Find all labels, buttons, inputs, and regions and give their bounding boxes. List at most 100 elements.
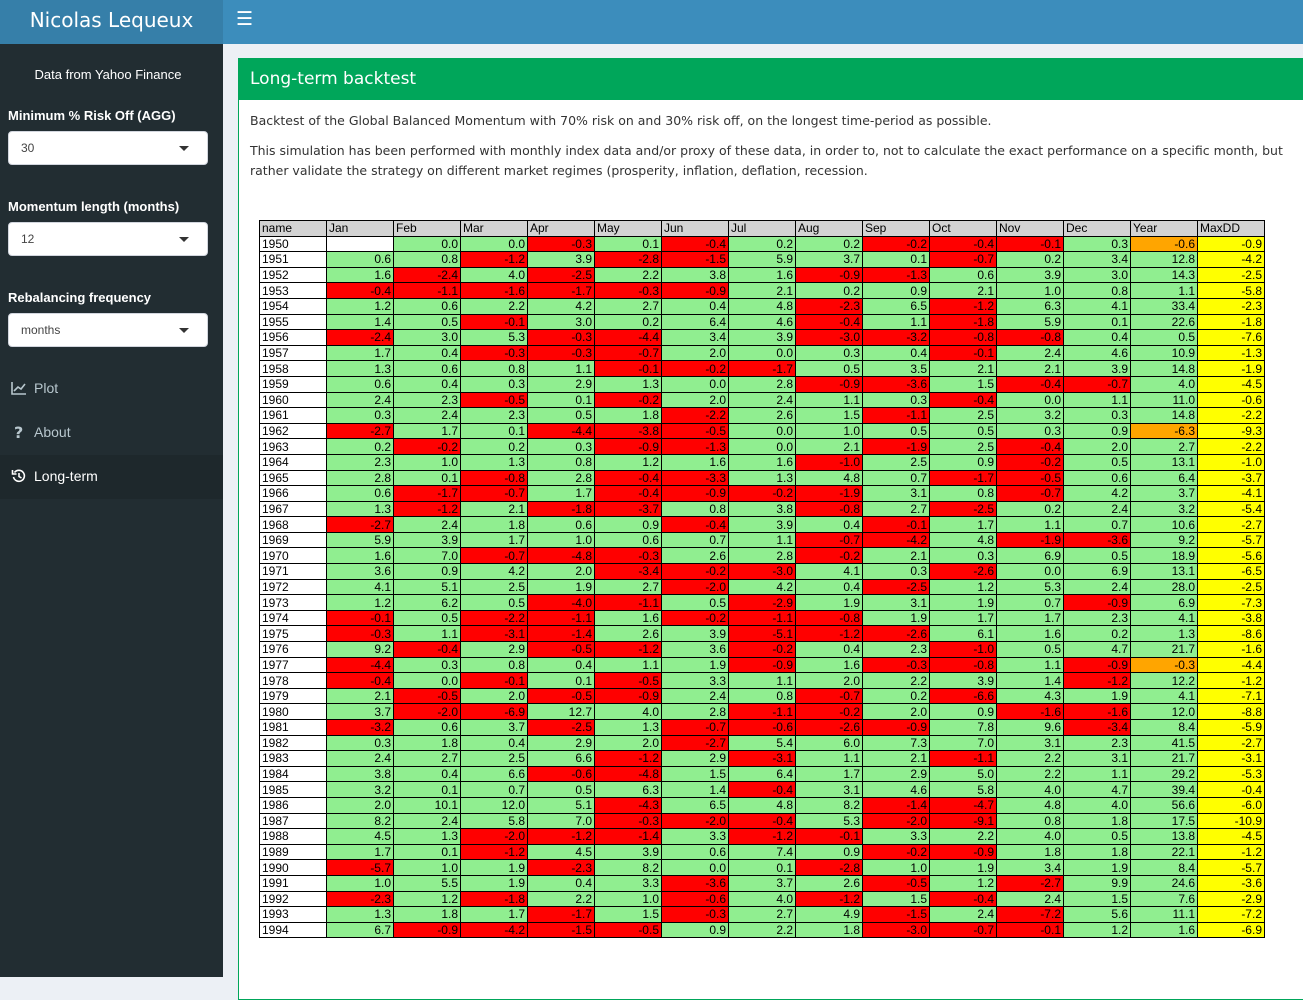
rebalancing-select[interactable]: months [8,313,208,347]
month-cell: 0.8 [996,812,1064,830]
column-header: Jun [661,220,729,237]
month-cell: -0.8 [795,609,863,627]
top-navbar: Nicolas Lequeux ☰ [0,0,1303,44]
month-cell: 4.5 [326,828,394,845]
menu-item-about[interactable]: ? About [0,411,223,455]
month-cell: 1.0 [594,890,662,908]
month-cell: -0.9 [862,719,930,736]
month-cell: 0.2 [728,235,796,253]
table-row: 1989 1.7 0.1 -1.2 4.5 3.9 0.6 7.4 0.9 -0.2 -0.9 1.8… [259,843,1265,861]
menu-item-plot[interactable]: Plot [0,367,223,411]
month-cell: -3.0 [862,921,930,939]
month-cell: 1.8 [393,906,461,923]
month-cell: 2.7 [594,297,662,315]
month-cell: -2.0 [393,703,461,720]
year-total-cell: 41.5 [1130,734,1198,752]
month-cell: 0.2 [996,500,1064,518]
month-cell: 2.2 [996,765,1064,783]
month-cell: 2.3 [460,407,528,424]
month-cell: 2.9 [661,750,729,767]
month-cell: 6.0 [795,734,863,752]
month-cell: -4.8 [594,765,662,783]
app-logo[interactable]: Nicolas Lequeux [0,0,223,44]
table-row: 1983 2.4 2.7 2.5 6.6 -1.2 2.9 -3.1 1.1 2.1 -1.1 2.2… [259,750,1265,767]
month-cell: 0.5 [1063,547,1131,565]
month-cell: -0.9 [594,438,662,455]
momentum-length-select[interactable]: 12 [8,222,208,256]
risk-off-select[interactable]: 30 [8,131,208,165]
table-row: 1981 -3.2 0.6 3.7 -2.5 1.3 -0.7 -0.6 -2.6 -0.9 7.8… [259,719,1265,736]
month-cell: 2.0 [460,687,528,705]
month-cell: 2.0 [326,796,394,814]
maxdd-cell: -1.2 [1197,672,1265,689]
month-cell: -3.0 [728,563,796,580]
year-cell: 1953 [259,282,327,299]
column-header: Aug [795,220,863,237]
table-row: 1963 0.2 -0.2 0.2 0.3 -0.9 -1.3 0.0 2.1 -1.9 2.5 -0… [259,438,1265,455]
month-cell: -1.2 [393,500,461,518]
menu-item-long-term[interactable]: Long-term [0,455,223,499]
month-cell: -1.2 [527,828,595,845]
month-cell: -0.4 [996,375,1064,393]
month-cell: 4.3 [996,687,1064,705]
month-cell: 2.4 [393,516,461,533]
column-header: Mar [460,220,528,237]
month-cell: 4.8 [728,796,796,814]
table-row: 1979 2.1 -0.5 2.0 -0.5 -0.9 2.4 0.8 -0.7 0.2 -6.6 4… [259,687,1265,705]
month-cell: -3.1 [728,750,796,767]
month-cell: 3.3 [862,828,930,845]
month-cell: 2.4 [1063,500,1131,518]
month-cell: 2.0 [661,344,729,362]
month-cell: -0.5 [862,874,930,892]
month-cell: 3.4 [1063,251,1131,268]
month-cell: -0.9 [661,485,729,502]
table-row: 1969 5.9 3.9 1.7 1.0 0.6 0.7 1.1 -0.7 -4.2 4.8 -1.9… [259,531,1265,549]
maxdd-cell: -4.1 [1197,485,1265,502]
maxdd-cell: -1.8 [1197,313,1265,331]
month-cell: 3.9 [661,625,729,643]
hamburger-icon[interactable]: ☰ [236,8,254,30]
table-row: 1956 -2.4 3.0 5.3 -0.3 -4.4 3.4 3.9 -3.0 -3.2 -0.8… [259,329,1265,346]
month-cell: -0.1 [795,828,863,845]
year-total-cell: 13.1 [1130,563,1198,580]
maxdd-cell: -5.7 [1197,531,1265,549]
year-total-cell: 12.8 [1130,251,1198,268]
month-cell: -0.9 [929,843,997,861]
month-cell: -1.2 [460,251,528,268]
maxdd-cell: -5.4 [1197,500,1265,518]
maxdd-cell: -1.2 [1197,843,1265,861]
table-row: 1990 -5.7 1.0 1.9 -2.3 8.2 0.0 0.1 -2.8 1.0 1.9 3.4… [259,859,1265,876]
year-cell: 1972 [259,578,327,596]
month-cell: 0.0 [728,422,796,440]
month-cell: -0.4 [393,641,461,658]
maxdd-cell: -3.1 [1197,750,1265,767]
month-cell: 1.5 [661,765,729,783]
month-cell: 0.5 [393,313,461,331]
month-cell: -3.8 [594,422,662,440]
table-row: 1976 9.2 -0.4 2.9 -0.5 -1.2 3.6 -0.2 0.4 2.3 -1.0 0… [259,641,1265,658]
month-cell: 1.4 [661,781,729,798]
month-cell: 0.9 [929,703,997,720]
month-cell: 0.4 [393,375,461,393]
year-total-cell: 18.9 [1130,547,1198,565]
column-header: Sep [862,220,930,237]
maxdd-cell: -8.6 [1197,625,1265,643]
month-cell: 0.1 [1063,313,1131,331]
year-total-cell: 29.2 [1130,765,1198,783]
month-cell: 1.2 [326,594,394,611]
month-cell: 0.3 [996,422,1064,440]
table-row: 1994 6.7 -0.9 -4.2 -1.5 -0.5 0.9 2.2 1.8 -3.0 -0.7… [259,921,1265,939]
month-cell: 0.3 [1063,235,1131,253]
month-cell: 2.3 [1063,734,1131,752]
month-cell: 3.6 [661,641,729,658]
month-cell: -1.1 [594,594,662,611]
month-cell: 1.2 [326,297,394,315]
maxdd-cell: -2.2 [1197,407,1265,424]
month-cell: 9.6 [996,719,1064,736]
table-row: 1987 8.2 2.4 5.8 7.0 -0.3 -2.0 -0.4 5.3 -2.0 -9.1 0… [259,812,1265,830]
month-cell: 1.2 [929,874,997,892]
month-cell: 1.1 [795,750,863,767]
year-total-cell: 56.6 [1130,796,1198,814]
month-cell: 0.3 [862,563,930,580]
month-cell: 1.8 [393,734,461,752]
